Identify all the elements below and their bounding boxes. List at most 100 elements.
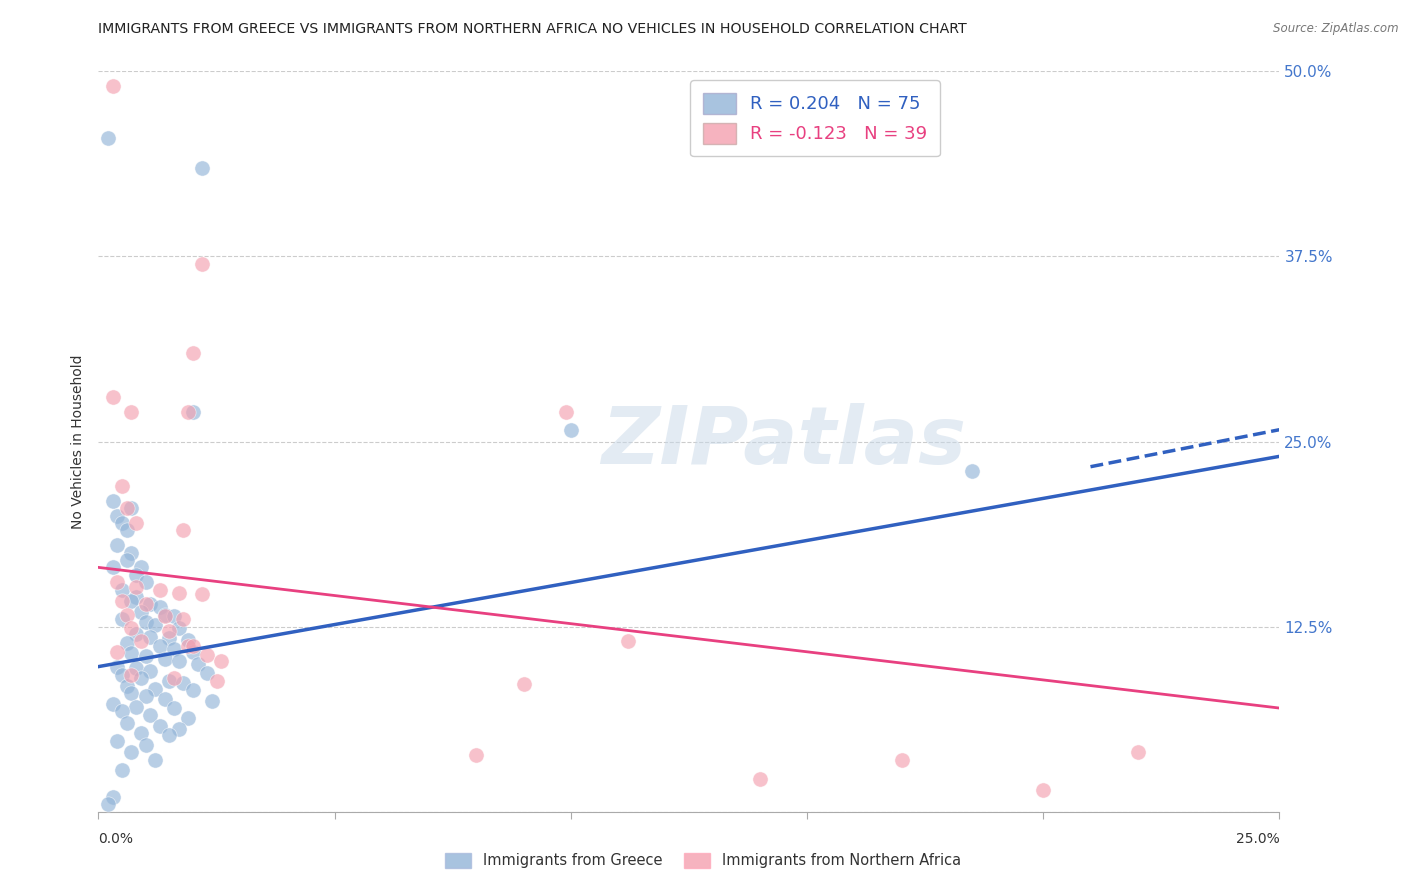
Legend: Immigrants from Greece, Immigrants from Northern Africa: Immigrants from Greece, Immigrants from …: [437, 846, 969, 876]
Point: [121, 746, 143, 760]
Point: [181, 645, 204, 659]
Point: [129, 726, 152, 740]
Text: 25.0%: 25.0%: [1236, 832, 1279, 846]
Point: [181, 683, 204, 698]
Text: IMMIGRANTS FROM GREECE VS IMMIGRANTS FROM NORTHERN AFRICA NO VEHICLES IN HOUSEHO: IMMIGRANTS FROM GREECE VS IMMIGRANTS FRO…: [98, 22, 967, 37]
Point: [105, 538, 128, 552]
Point: [111, 582, 134, 597]
Point: [195, 665, 218, 680]
Point: [135, 649, 157, 664]
Point: [125, 567, 148, 582]
Point: [167, 585, 190, 599]
Point: [135, 598, 157, 612]
Point: [111, 516, 134, 530]
Point: [187, 657, 209, 671]
Point: [101, 493, 124, 508]
Point: [191, 161, 214, 175]
Point: [125, 661, 148, 675]
Point: [748, 772, 770, 786]
Point: [115, 715, 138, 730]
Point: [105, 508, 128, 523]
Point: [167, 654, 190, 668]
Point: [172, 676, 194, 690]
Point: [105, 733, 128, 747]
Point: [177, 405, 200, 419]
Point: [149, 639, 172, 653]
Point: [143, 618, 166, 632]
Point: [177, 639, 200, 653]
Point: [1126, 746, 1149, 760]
Point: [111, 612, 134, 626]
Point: [205, 674, 228, 689]
Point: [172, 524, 194, 538]
Point: [115, 501, 138, 516]
Point: [115, 636, 138, 650]
Point: [101, 390, 124, 404]
Point: [105, 659, 128, 673]
Point: [181, 405, 204, 419]
Point: [101, 697, 124, 711]
Point: [101, 79, 124, 94]
Point: [121, 621, 143, 635]
Point: [101, 560, 124, 574]
Point: [111, 594, 134, 608]
Point: [135, 615, 157, 630]
Point: [143, 753, 166, 767]
Point: [191, 257, 214, 271]
Point: [111, 668, 134, 682]
Point: [157, 728, 180, 742]
Point: [143, 681, 166, 696]
Point: [149, 600, 172, 615]
Y-axis label: No Vehicles in Household: No Vehicles in Household: [72, 354, 86, 529]
Point: [163, 672, 186, 686]
Point: [177, 632, 200, 647]
Point: [209, 654, 232, 668]
Point: [129, 560, 152, 574]
Point: [115, 679, 138, 693]
Point: [195, 648, 218, 662]
Point: [121, 546, 143, 560]
Point: [97, 797, 120, 812]
Point: [181, 345, 204, 359]
Point: [135, 575, 157, 590]
Point: [115, 553, 138, 567]
Point: [135, 690, 157, 704]
Point: [153, 609, 176, 624]
Point: [153, 607, 176, 622]
Point: [121, 501, 143, 516]
Point: [121, 594, 143, 608]
Point: [121, 646, 143, 660]
Point: [125, 580, 148, 594]
Point: [149, 719, 172, 733]
Point: [135, 738, 157, 752]
Point: [139, 664, 162, 678]
Point: [139, 630, 162, 644]
Point: [153, 692, 176, 706]
Point: [555, 405, 578, 419]
Point: [97, 131, 120, 145]
Point: [560, 423, 582, 437]
Point: [153, 652, 176, 666]
Point: [163, 701, 186, 715]
Point: [157, 632, 180, 646]
Point: [191, 587, 214, 601]
Point: [181, 639, 204, 653]
Point: [121, 686, 143, 700]
Point: [115, 524, 138, 538]
Point: [111, 479, 134, 493]
Point: [129, 605, 152, 619]
Point: [139, 598, 162, 612]
Point: [157, 674, 180, 689]
Point: [149, 582, 172, 597]
Point: [129, 672, 152, 686]
Text: 0.0%: 0.0%: [98, 832, 134, 846]
Point: [890, 753, 912, 767]
Text: Source: ZipAtlas.com: Source: ZipAtlas.com: [1274, 22, 1399, 36]
Point: [125, 590, 148, 604]
Point: [1032, 782, 1054, 797]
Point: [129, 634, 152, 648]
Legend: R = 0.204   N = 75, R = -0.123   N = 39: R = 0.204 N = 75, R = -0.123 N = 39: [690, 80, 939, 156]
Point: [172, 612, 194, 626]
Text: ZIPatlas: ZIPatlas: [600, 402, 966, 481]
Point: [105, 575, 128, 590]
